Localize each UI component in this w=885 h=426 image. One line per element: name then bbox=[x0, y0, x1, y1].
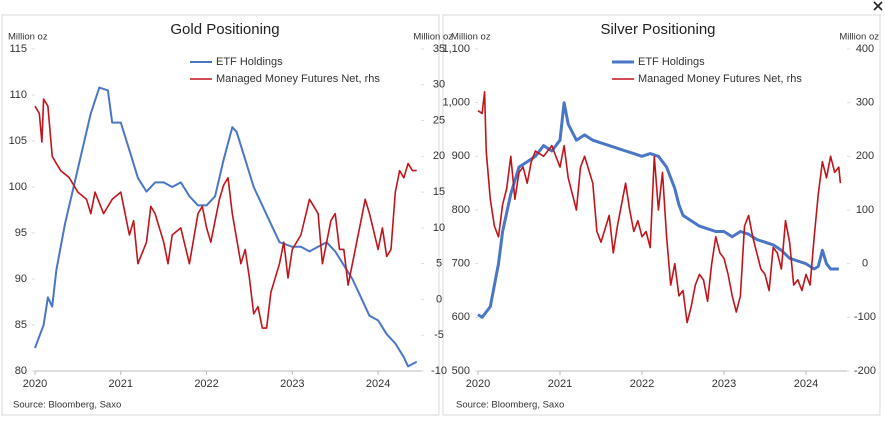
y-tick-label: 500 bbox=[452, 365, 470, 377]
y-axis-label: Million oz bbox=[451, 32, 491, 43]
y-tick-label: 1,000 bbox=[442, 97, 470, 109]
x-tick-label: 2023 bbox=[280, 378, 304, 390]
y2-tick-label: 20 bbox=[433, 150, 445, 162]
y-tick-label: 105 bbox=[9, 135, 27, 147]
x-tick-label: 2022 bbox=[194, 378, 218, 390]
y-tick-label: 600 bbox=[452, 311, 470, 323]
y-tick-label: 1,100 bbox=[442, 43, 470, 55]
y2-tick-label: -5 bbox=[434, 329, 444, 341]
x-tick-label: 2020 bbox=[23, 378, 47, 390]
y2-axis-label: Million oz bbox=[413, 32, 453, 43]
source-note: Source: Bloomberg, Saxo bbox=[456, 400, 564, 411]
x-tick-label: 2022 bbox=[630, 378, 654, 390]
x-tick-label: 2023 bbox=[712, 378, 736, 390]
data-line bbox=[477, 91, 842, 324]
y-tick-label: 115 bbox=[9, 43, 27, 55]
y2-tick-label: 30 bbox=[433, 79, 445, 91]
y-tick-label: 100 bbox=[9, 181, 27, 193]
y2-axis-label: Million oz bbox=[839, 32, 879, 43]
chart-title: Silver Positioning bbox=[600, 21, 715, 38]
y2-tick-label: 300 bbox=[856, 97, 874, 109]
y-tick-label: 800 bbox=[452, 204, 470, 216]
source-note: Source: Bloomberg, Saxo bbox=[13, 400, 121, 411]
x-tick-label: 2020 bbox=[466, 378, 490, 390]
y2-tick-label: 25 bbox=[433, 114, 445, 126]
y-tick-label: 700 bbox=[452, 258, 470, 270]
y-axis-label: Million oz bbox=[8, 32, 48, 43]
y2-tick-label: 35 bbox=[433, 43, 445, 55]
y-tick-label: 95 bbox=[15, 227, 27, 239]
panel-frame bbox=[442, 14, 881, 416]
y-tick-label: 85 bbox=[15, 319, 27, 331]
x-tick-label: 2024 bbox=[794, 378, 818, 390]
x-tick-label: 2021 bbox=[548, 378, 572, 390]
y2-tick-label: 200 bbox=[856, 150, 874, 162]
y2-tick-label: 15 bbox=[433, 186, 445, 198]
y2-tick-label: 0 bbox=[436, 293, 442, 305]
legend-label: ETF Holdings bbox=[638, 56, 705, 68]
legend-label: Managed Money Futures Net, rhs bbox=[216, 73, 380, 85]
y-tick-label: 90 bbox=[15, 273, 27, 285]
data-line bbox=[477, 101, 839, 319]
y-tick-label: 110 bbox=[9, 89, 27, 101]
y2-tick-label: 400 bbox=[856, 43, 874, 55]
legend-label: Managed Money Futures Net, rhs bbox=[638, 73, 802, 85]
panel-frame bbox=[1, 14, 440, 416]
y2-tick-label: 5 bbox=[436, 258, 442, 270]
data-line bbox=[34, 86, 418, 368]
y-tick-label: 80 bbox=[15, 365, 27, 377]
y2-tick-label: -100 bbox=[854, 311, 876, 323]
y2-tick-label: -200 bbox=[854, 365, 876, 377]
data-line bbox=[34, 98, 417, 329]
legend-label: ETF Holdings bbox=[216, 56, 283, 68]
x-tick-label: 2021 bbox=[109, 378, 133, 390]
x-tick-label: 2024 bbox=[366, 378, 390, 390]
y-tick-label: 900 bbox=[452, 150, 470, 162]
close-icon[interactable] bbox=[873, 1, 883, 11]
y2-tick-label: 100 bbox=[856, 204, 874, 216]
y2-tick-label: -10 bbox=[431, 365, 447, 377]
y2-tick-label: 10 bbox=[433, 222, 445, 234]
chart-title: Gold Positioning bbox=[170, 21, 279, 38]
y2-tick-label: 0 bbox=[862, 258, 868, 270]
